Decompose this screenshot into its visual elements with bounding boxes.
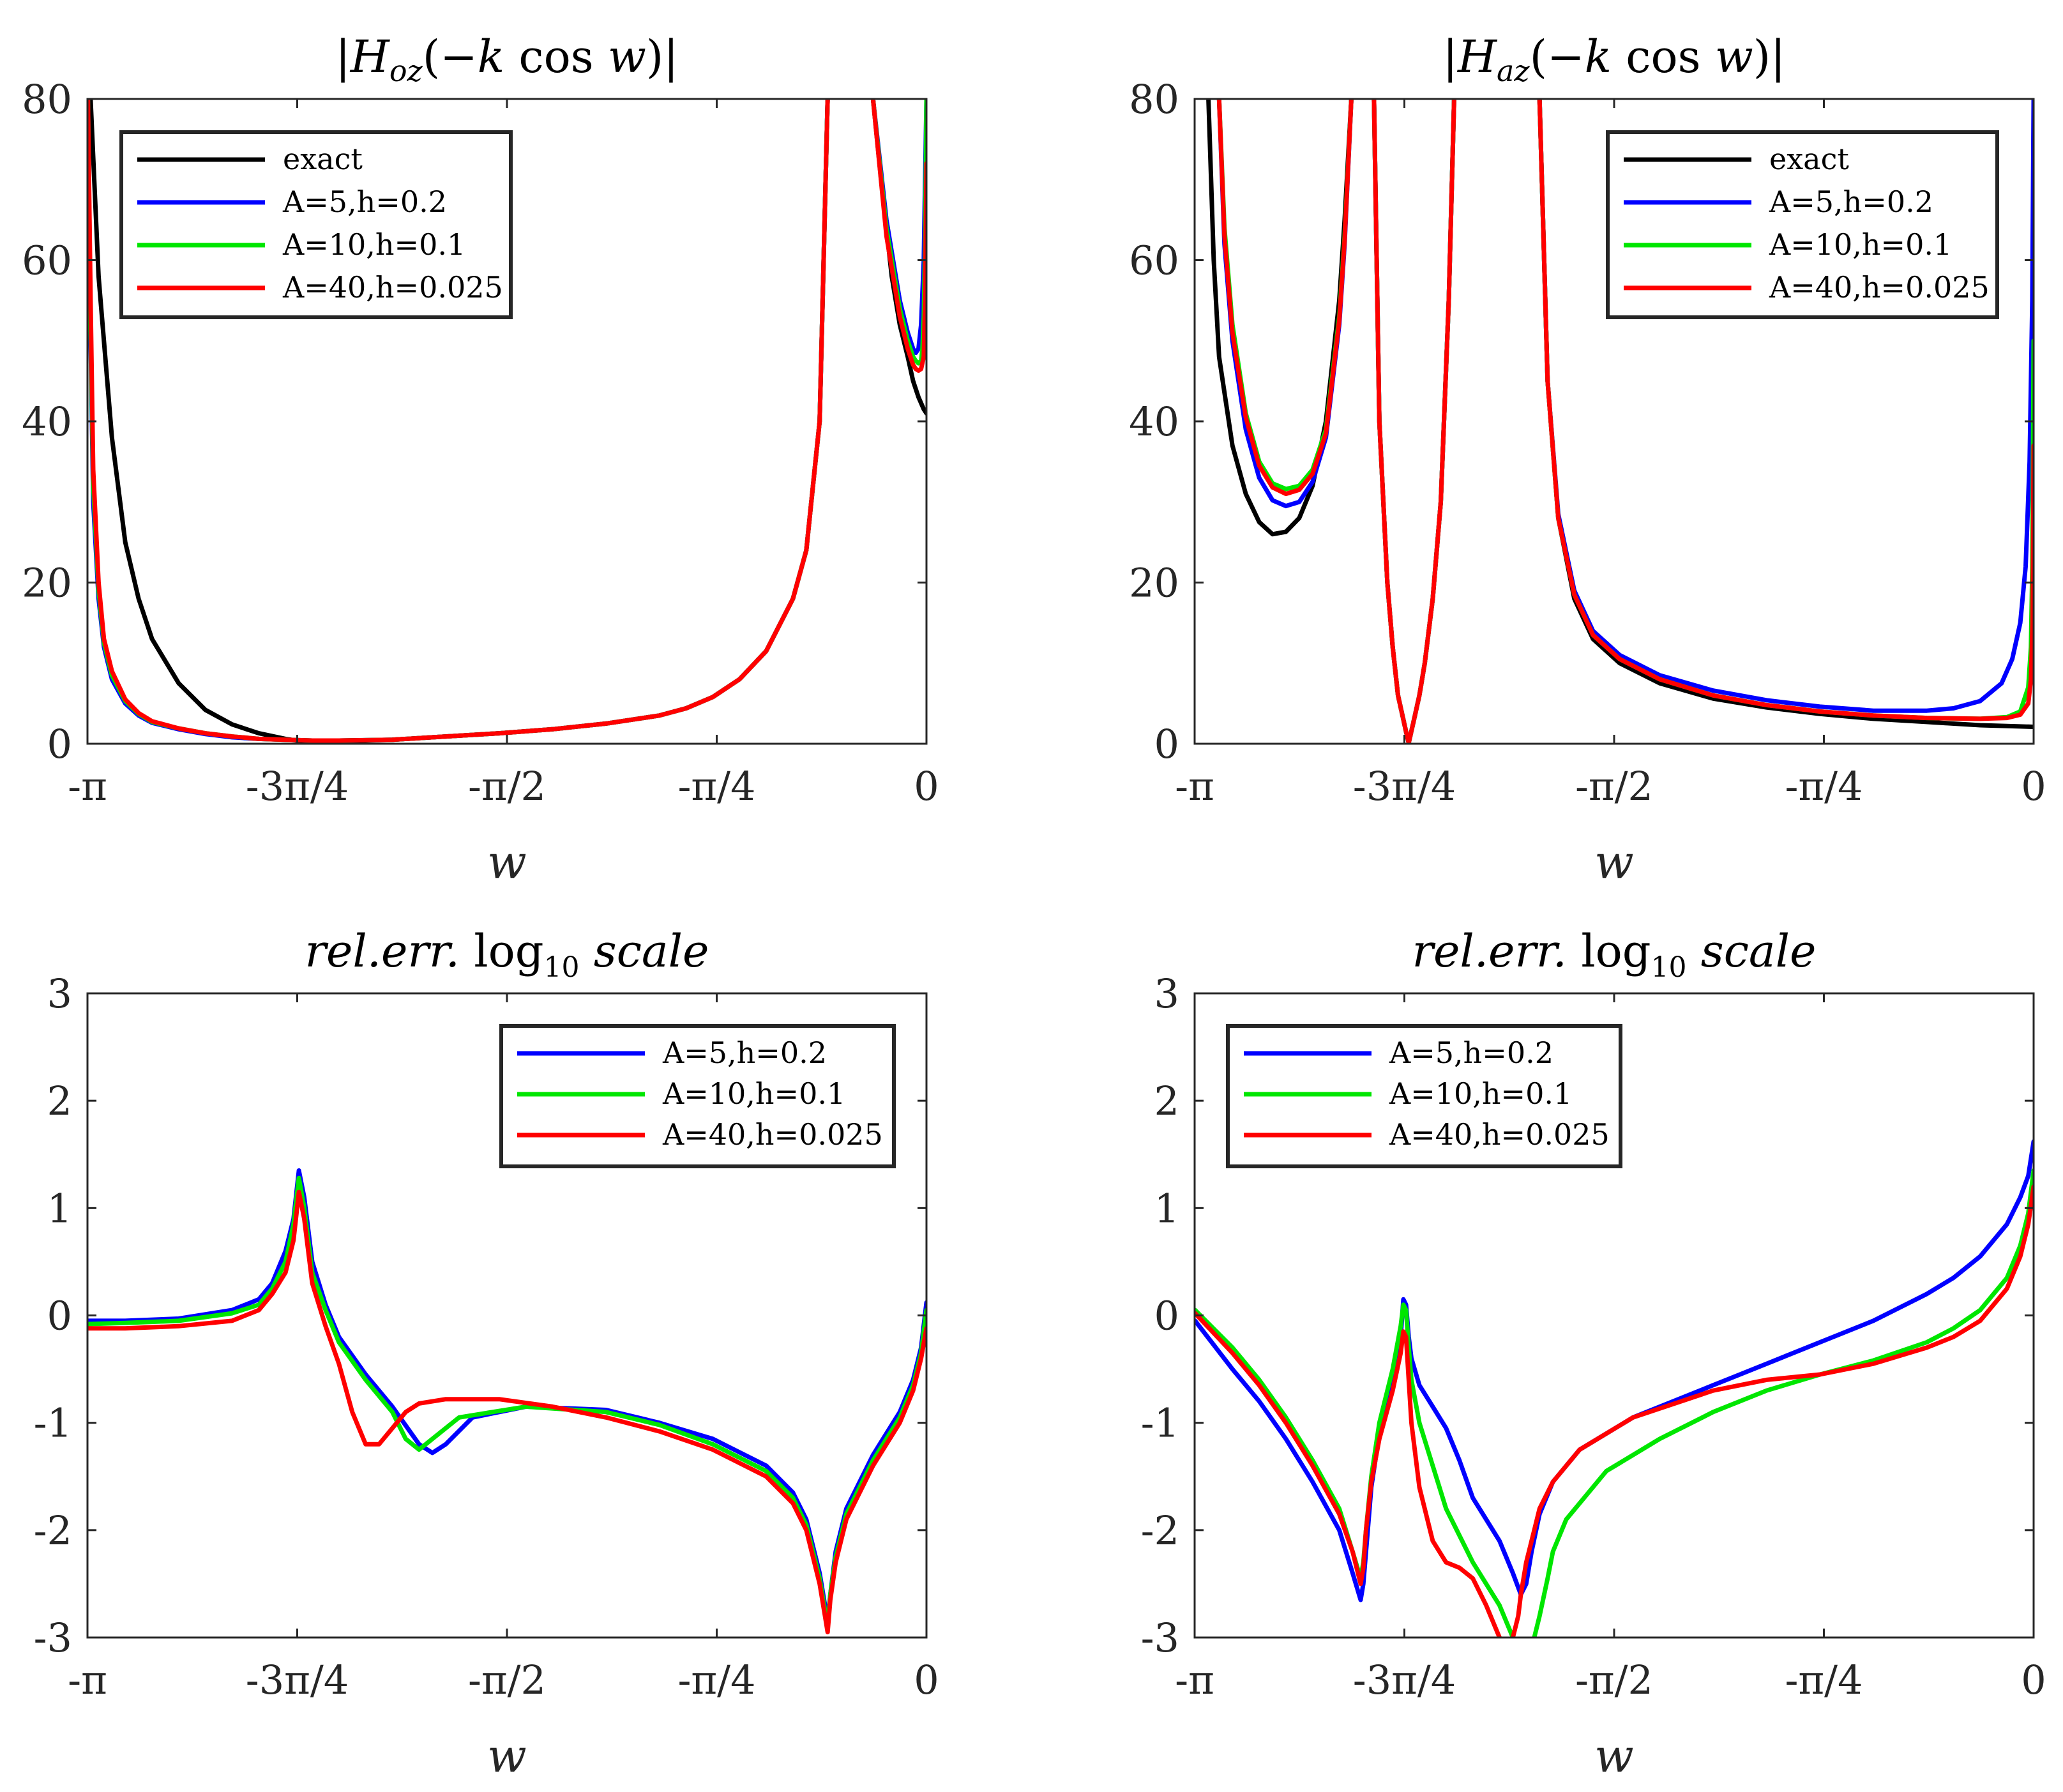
x-tick-label: -π/4 <box>677 1657 755 1703</box>
legend-label: A=5,h=0.2 <box>1769 184 1933 219</box>
x-tick-label: -π/2 <box>468 1657 546 1703</box>
y-tick-label: 0 <box>1154 721 1179 767</box>
y-tick-label: 40 <box>1129 398 1179 445</box>
x-tick-label: -3π/4 <box>1353 763 1456 809</box>
x-tick-label: -3π/4 <box>246 1657 349 1703</box>
x-tick-label: -π/4 <box>1785 763 1863 809</box>
x-tick-label: -π/2 <box>1575 1657 1653 1703</box>
x-tick-label: -3π/4 <box>1353 1657 1456 1703</box>
y-tick-label: 1 <box>1154 1185 1179 1231</box>
chart-panel-1: -π -3π/4 -π/2 -π/4 0 0 20 40 60 80 w |Hoz(−k cos w)… <box>22 31 939 889</box>
y-tick-label: -2 <box>34 1507 72 1554</box>
legend-label: A=10,h=0.1 <box>662 1076 845 1111</box>
y-tick-label: 3 <box>1154 970 1179 1017</box>
series-group <box>1195 1139 2034 1638</box>
x-tick-label: -π/4 <box>1785 1657 1863 1703</box>
y-tick-label: 20 <box>1129 560 1179 606</box>
y-tick-label: 60 <box>1129 237 1179 284</box>
x-tick-label: 0 <box>2021 1657 2046 1703</box>
chart-title: rel.err. log10 scale <box>305 925 709 984</box>
legend-label: A=40,h=0.025 <box>282 270 503 305</box>
y-tick-label: 20 <box>22 560 72 606</box>
legend-label: A=40,h=0.025 <box>1769 270 1990 305</box>
legend-label: A=40,h=0.025 <box>662 1117 883 1152</box>
legend-label: A=5,h=0.2 <box>1389 1035 1553 1070</box>
y-tick-label: 2 <box>1154 1078 1179 1124</box>
legend-label: A=5,h=0.2 <box>662 1035 827 1070</box>
series-line-a-5-h-0-2 <box>1195 1139 2034 1602</box>
series-group <box>87 1168 926 1635</box>
chart-panel-4: -π -3π/4 -π/2 -π/4 0 -3 -2 -1 0 1 2 3 w rel.err. log1… <box>1141 925 2046 1782</box>
y-tick-label: 0 <box>47 721 72 767</box>
y-tick-label: -1 <box>34 1400 72 1447</box>
y-tick-label: 2 <box>47 1078 72 1124</box>
y-tick-label: -2 <box>1141 1507 1179 1554</box>
y-tick-label: 60 <box>22 237 72 284</box>
legend-label: A=10,h=0.1 <box>1389 1076 1572 1111</box>
legend-label: A=40,h=0.025 <box>1389 1117 1610 1152</box>
x-tick-label: -π/4 <box>677 763 755 809</box>
x-tick-label: -π <box>68 1657 107 1703</box>
y-tick-label: 0 <box>47 1293 72 1339</box>
series-group <box>87 99 926 744</box>
x-tick-label: -π <box>1175 1657 1214 1703</box>
y-tick-label: 3 <box>47 970 72 1017</box>
x-tick-label: -π <box>1175 763 1214 809</box>
x-tick-label: -π <box>68 763 107 809</box>
x-tick-label: 0 <box>914 763 939 809</box>
legend-label: A=10,h=0.1 <box>1769 227 1952 262</box>
legend: A=5,h=0.2 A=10,h=0.1 A=40,h=0.025 <box>1226 1024 1622 1168</box>
chart-panel-3: -π -3π/4 -π/2 -π/4 0 -3 -2 -1 0 1 2 3 w rel.err. log1… <box>34 925 939 1782</box>
y-tick-label: -1 <box>1141 1400 1179 1447</box>
legend-label: exact <box>1769 142 1849 176</box>
x-axis-label: w <box>1594 1729 1634 1782</box>
series-line-a-40-h-0-025 <box>870 99 926 373</box>
series-line-a-40-h-0-025 <box>1216 99 1354 497</box>
chart-title: rel.err. log10 scale <box>1412 925 1817 984</box>
x-tick-label: -3π/4 <box>246 763 349 809</box>
chart-panel-2: -π -3π/4 -π/2 -π/4 0 0 20 40 60 80 w |Haz(−k cos w)… <box>1129 31 2046 889</box>
x-tick-label: -π/2 <box>468 763 546 809</box>
legend-label: A=5,h=0.2 <box>282 184 447 219</box>
chart-title: |Haz(−k cos w)| <box>1442 31 1785 88</box>
y-tick-label: -3 <box>1141 1615 1179 1661</box>
y-tick-label: 40 <box>22 398 72 445</box>
x-tick-label: -π/2 <box>1575 763 1653 809</box>
legend-label: exact <box>283 142 363 176</box>
series-line-a-40-h-0-025 <box>87 1189 926 1635</box>
y-tick-label: 80 <box>1129 76 1179 123</box>
x-axis-label: w <box>1594 835 1634 889</box>
y-tick-label: 0 <box>1154 1293 1179 1339</box>
chart-title: |Hoz(−k cos w)| <box>335 31 679 88</box>
y-tick-label: -3 <box>34 1615 72 1661</box>
x-tick-label: 0 <box>2021 763 2046 809</box>
x-axis-label: w <box>487 835 527 889</box>
legend: exact A=5,h=0.2 A=10,h=0.1 A=40,h=0.025 <box>1606 130 1999 319</box>
y-tick-label: 1 <box>47 1185 72 1231</box>
series-line-a-40-h-0-025 <box>87 99 830 743</box>
legend-label: A=10,h=0.1 <box>282 227 465 262</box>
series-line-a-40-h-0-025 <box>1537 99 2034 721</box>
y-tick-label: 80 <box>22 76 72 123</box>
legend: A=5,h=0.2 A=10,h=0.1 A=40,h=0.025 <box>499 1024 896 1168</box>
x-axis-label: w <box>487 1729 527 1782</box>
legend: exact A=5,h=0.2 A=10,h=0.1 A=40,h=0.025 <box>119 130 513 319</box>
x-tick-label: 0 <box>914 1657 939 1703</box>
series-line-a-40-h-0-025 <box>1195 1184 2034 1638</box>
